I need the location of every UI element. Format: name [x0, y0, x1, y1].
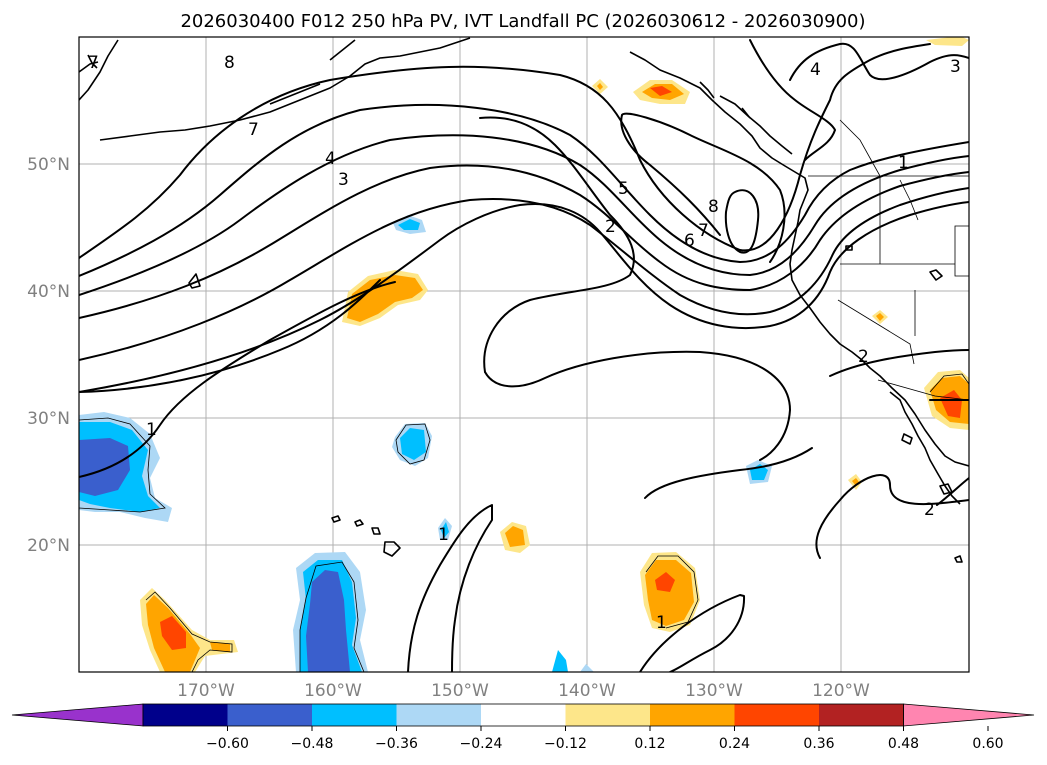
colorbar-segment	[819, 704, 904, 726]
colorbar-tick-label: 0.48	[888, 736, 919, 752]
contour-label-3b: 3	[950, 57, 961, 77]
colorbar-tick-label: −0.24	[460, 736, 503, 752]
colorbar-tick-label: 0.60	[972, 736, 1003, 752]
map-panel: 8 7 4 3 5 2 8 6 7 4 3 1 2 2 1 1 1 7	[78, 36, 970, 673]
ivt-shading	[79, 37, 969, 672]
contour-label-1c: 1	[438, 525, 449, 545]
contour-label-1b: 1	[146, 420, 157, 440]
borders	[808, 119, 969, 401]
gridlines	[79, 37, 969, 672]
contour-label-8b: 8	[708, 197, 719, 217]
contour-label-1d: 1	[656, 613, 667, 633]
lon-label-170w: 170°W	[177, 681, 235, 701]
colorbar-segment	[312, 704, 397, 726]
colorbar	[11, 703, 1035, 727]
colorbar-frame	[142, 703, 904, 727]
map-title: 2026030400 F012 250 hPa PV, IVT Landfall…	[180, 11, 865, 32]
contour-label-7: 7	[248, 120, 259, 140]
colorbar-segment	[227, 704, 313, 726]
contour-label-1a: 1	[898, 153, 909, 173]
lon-label-140w: 140°W	[558, 681, 616, 701]
contour-label-2: 2	[605, 217, 616, 237]
colorbar-extend-high	[903, 703, 1035, 727]
longitude-labels: 170°W 160°W 150°W 140°W 130°W 120°W	[177, 681, 870, 701]
lon-label-150w: 150°W	[431, 681, 489, 701]
colorbar-segment	[565, 704, 651, 726]
contour-labels: 8 7 4 3 5 2 8 6 7 4 3 1 2 2 1 1 1 7	[88, 53, 961, 633]
latitude-labels: 50°N 40°N 30°N 20°N	[27, 155, 70, 556]
lat-label-30n: 30°N	[27, 409, 70, 429]
pv-contours	[79, 39, 969, 672]
lat-label-50n: 50°N	[27, 155, 70, 175]
lon-label-120w: 120°W	[812, 681, 870, 701]
contour-label-5: 5	[618, 179, 629, 199]
colorbar-ticks: −0.60 −0.48 −0.36 −0.24 −0.12 0.12 0.24 0.36 0.4…	[206, 726, 1004, 752]
colorbar-segment	[650, 704, 735, 726]
contour-label-2b: 2	[858, 347, 869, 367]
colorbar-extend-low	[11, 703, 144, 727]
colorbar-tick-label: −0.48	[291, 736, 334, 752]
colorbar-tick-label: −0.36	[375, 736, 418, 752]
colorbar-tick-label: 0.12	[634, 736, 665, 752]
contour-label-8: 8	[224, 53, 235, 73]
contour-label-6: 6	[684, 231, 695, 251]
colorbar-tick-label: 0.24	[719, 736, 750, 752]
colorbar-tick-label: −0.12	[544, 736, 587, 752]
lat-label-40n: 40°N	[27, 282, 70, 302]
colorbar-segment	[481, 704, 566, 726]
contour-label-7c: 7	[88, 53, 99, 73]
lat-label-20n: 20°N	[27, 536, 70, 556]
colorbar-tick-label: 0.36	[803, 736, 834, 752]
colorbar-segment	[734, 704, 820, 726]
contour-label-4b: 4	[810, 60, 821, 80]
colorbar-segment	[143, 704, 228, 726]
colorbar-segment	[396, 704, 482, 726]
contour-label-4: 4	[325, 149, 336, 169]
map-frame	[78, 36, 970, 673]
colorbar-tick-label: −0.60	[206, 736, 249, 752]
contour-label-2c: 2	[924, 500, 935, 520]
contour-label-3: 3	[338, 170, 349, 190]
lon-label-130w: 130°W	[685, 681, 743, 701]
contour-label-7b: 7	[698, 221, 709, 241]
lon-label-160w: 160°W	[304, 681, 362, 701]
